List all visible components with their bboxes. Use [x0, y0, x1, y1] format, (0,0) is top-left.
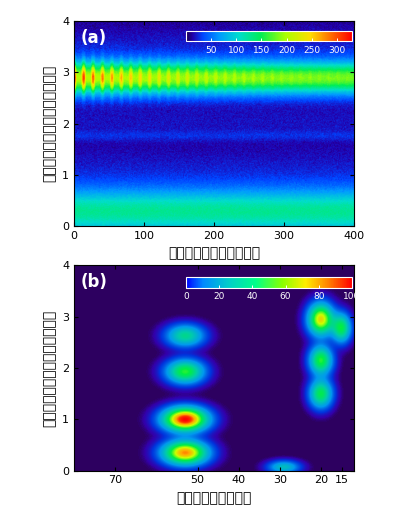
X-axis label: 周期（フェムト秒）: 周期（フェムト秒）	[176, 491, 252, 505]
Text: (b): (b)	[81, 274, 108, 291]
X-axis label: 遅延時間（フェムト秒）: 遅延時間（フェムト秒）	[168, 246, 260, 261]
Y-axis label: 運動エネルギー（電子ボルト）: 運動エネルギー（電子ボルト）	[42, 65, 56, 182]
Y-axis label: 運動エネルギー（電子ボルト）: 運動エネルギー（電子ボルト）	[42, 309, 56, 426]
Text: (a): (a)	[81, 29, 107, 47]
